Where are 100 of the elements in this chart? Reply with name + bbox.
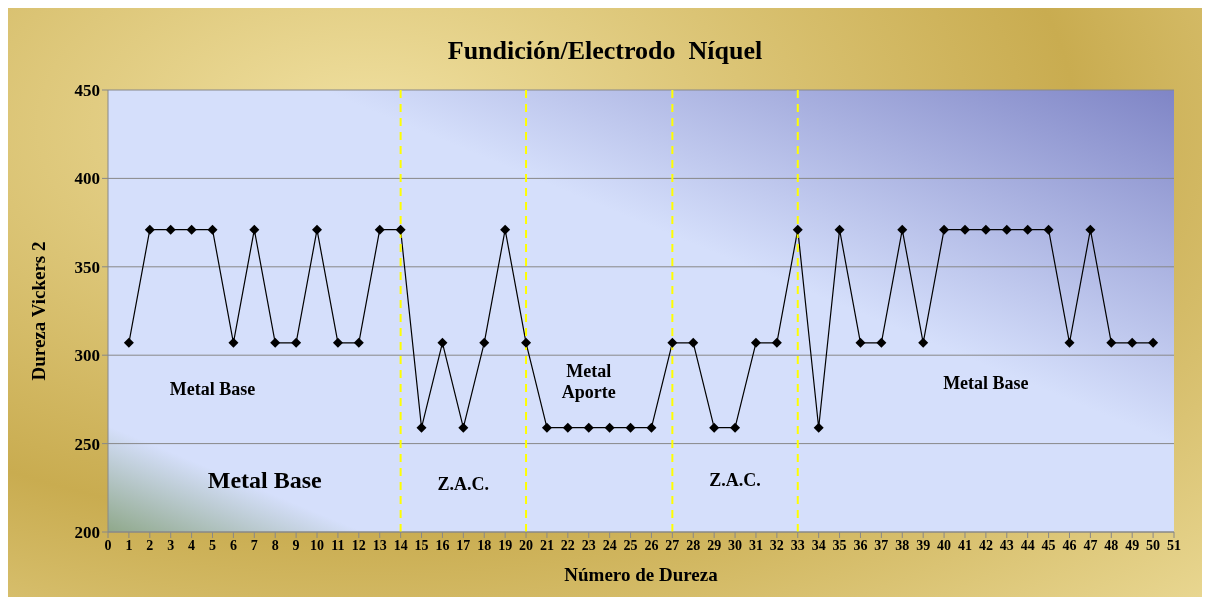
x-tick-label: 41 (957, 537, 972, 553)
point (834, 224, 845, 235)
x-tick-label: 1 (125, 537, 133, 553)
x-tick-label: 19 (498, 537, 513, 553)
x-tick-label: 13 (372, 537, 387, 553)
x-tick-label: 5 (209, 537, 217, 553)
x-tick-label: 39 (916, 537, 931, 553)
point (730, 422, 741, 433)
point (312, 224, 323, 235)
x-tick-label: 40 (937, 537, 952, 553)
x-tick-label: 10 (310, 537, 325, 553)
point (980, 224, 991, 235)
x-tick-label: 28 (686, 537, 701, 553)
x-tick-label: 27 (665, 537, 680, 553)
x-tick-label: 37 (874, 537, 889, 553)
x-tick-label: 18 (477, 537, 492, 553)
x-tick-label: 33 (790, 537, 805, 553)
point (479, 337, 490, 348)
x-tick-label: 30 (728, 537, 743, 553)
x-tick-label: 47 (1083, 537, 1098, 553)
x-tick-label: 29 (707, 537, 722, 553)
x-tick-label: 6 (229, 537, 237, 553)
x-tick-label: 38 (895, 537, 910, 553)
point (1022, 224, 1033, 235)
x-tick-label: 24 (602, 537, 617, 553)
chart-title: Fundición/Electrodo Níquel (446, 35, 764, 65)
x-tick-label: 14 (393, 537, 408, 553)
point (353, 337, 364, 348)
x-axis-title: Número de Dureza (564, 564, 719, 585)
x-tick-label: 45 (1041, 537, 1056, 553)
x-tick-label: 20 (519, 537, 534, 553)
x-tick-label: 2 (146, 537, 154, 553)
x-tick-label: 0 (104, 537, 112, 553)
point (144, 224, 155, 235)
x-tick-label: 15 (414, 537, 429, 553)
point (1064, 337, 1075, 348)
point (123, 337, 134, 348)
point (395, 224, 406, 235)
point (959, 224, 970, 235)
point (521, 337, 532, 348)
point (270, 337, 281, 348)
point (1106, 337, 1117, 348)
point (897, 224, 908, 235)
x-tick-label: 26 (644, 537, 659, 553)
point (207, 224, 218, 235)
point (562, 422, 573, 433)
x-tick-label: 49 (1125, 537, 1140, 553)
x-tick-label: 16 (435, 537, 450, 553)
point (855, 337, 866, 348)
point (583, 422, 594, 433)
y-tick-label: 450 (74, 81, 100, 101)
y-tick-label: 400 (74, 169, 100, 189)
x-tick-label: 31 (748, 537, 763, 553)
point (1085, 224, 1096, 235)
y-axis-title: Dureza Vickers 2 (27, 241, 49, 381)
x-tick-label: 25 (623, 537, 638, 553)
x-tick-label: 48 (1104, 537, 1119, 553)
x-tick-label: 35 (832, 537, 847, 553)
point (500, 224, 511, 235)
point (667, 337, 678, 348)
x-tick-label: 7 (250, 537, 258, 553)
annotation: Z.A.C. (709, 470, 761, 491)
point (1127, 337, 1138, 348)
point (165, 224, 176, 235)
x-tick-label: 23 (581, 537, 596, 553)
x-tick-label: 43 (999, 537, 1014, 553)
x-tick-label: 12 (351, 537, 366, 553)
point (332, 337, 343, 348)
point (1148, 337, 1159, 348)
point (813, 422, 824, 433)
y-tick-label: 250 (74, 434, 100, 454)
x-tick-label: 3 (167, 537, 175, 553)
point (918, 337, 929, 348)
point (876, 337, 887, 348)
point (792, 224, 803, 235)
point (541, 422, 552, 433)
x-tick-label: 22 (560, 537, 575, 553)
annotation: Metal Base (943, 373, 1029, 394)
annotation: Z.A.C. (437, 474, 490, 495)
point (249, 224, 260, 235)
point (688, 337, 699, 348)
point (186, 224, 197, 235)
x-tick-label: 32 (769, 537, 784, 553)
x-tick-label: 4 (188, 537, 196, 553)
annotation: Metal Aporte (561, 361, 616, 402)
y-tick-label: 350 (74, 257, 100, 277)
x-tick-label: 11 (331, 537, 345, 553)
point (709, 422, 720, 433)
point (1001, 224, 1012, 235)
point (458, 422, 469, 433)
point (939, 224, 950, 235)
x-tick-label: 46 (1062, 537, 1077, 553)
y-tick-label: 200 (74, 523, 100, 543)
point (750, 337, 761, 348)
point (437, 337, 448, 348)
x-tick-label: 51 (1167, 537, 1181, 553)
point (604, 422, 615, 433)
point (771, 337, 782, 348)
point (228, 337, 239, 348)
point (1043, 224, 1054, 235)
